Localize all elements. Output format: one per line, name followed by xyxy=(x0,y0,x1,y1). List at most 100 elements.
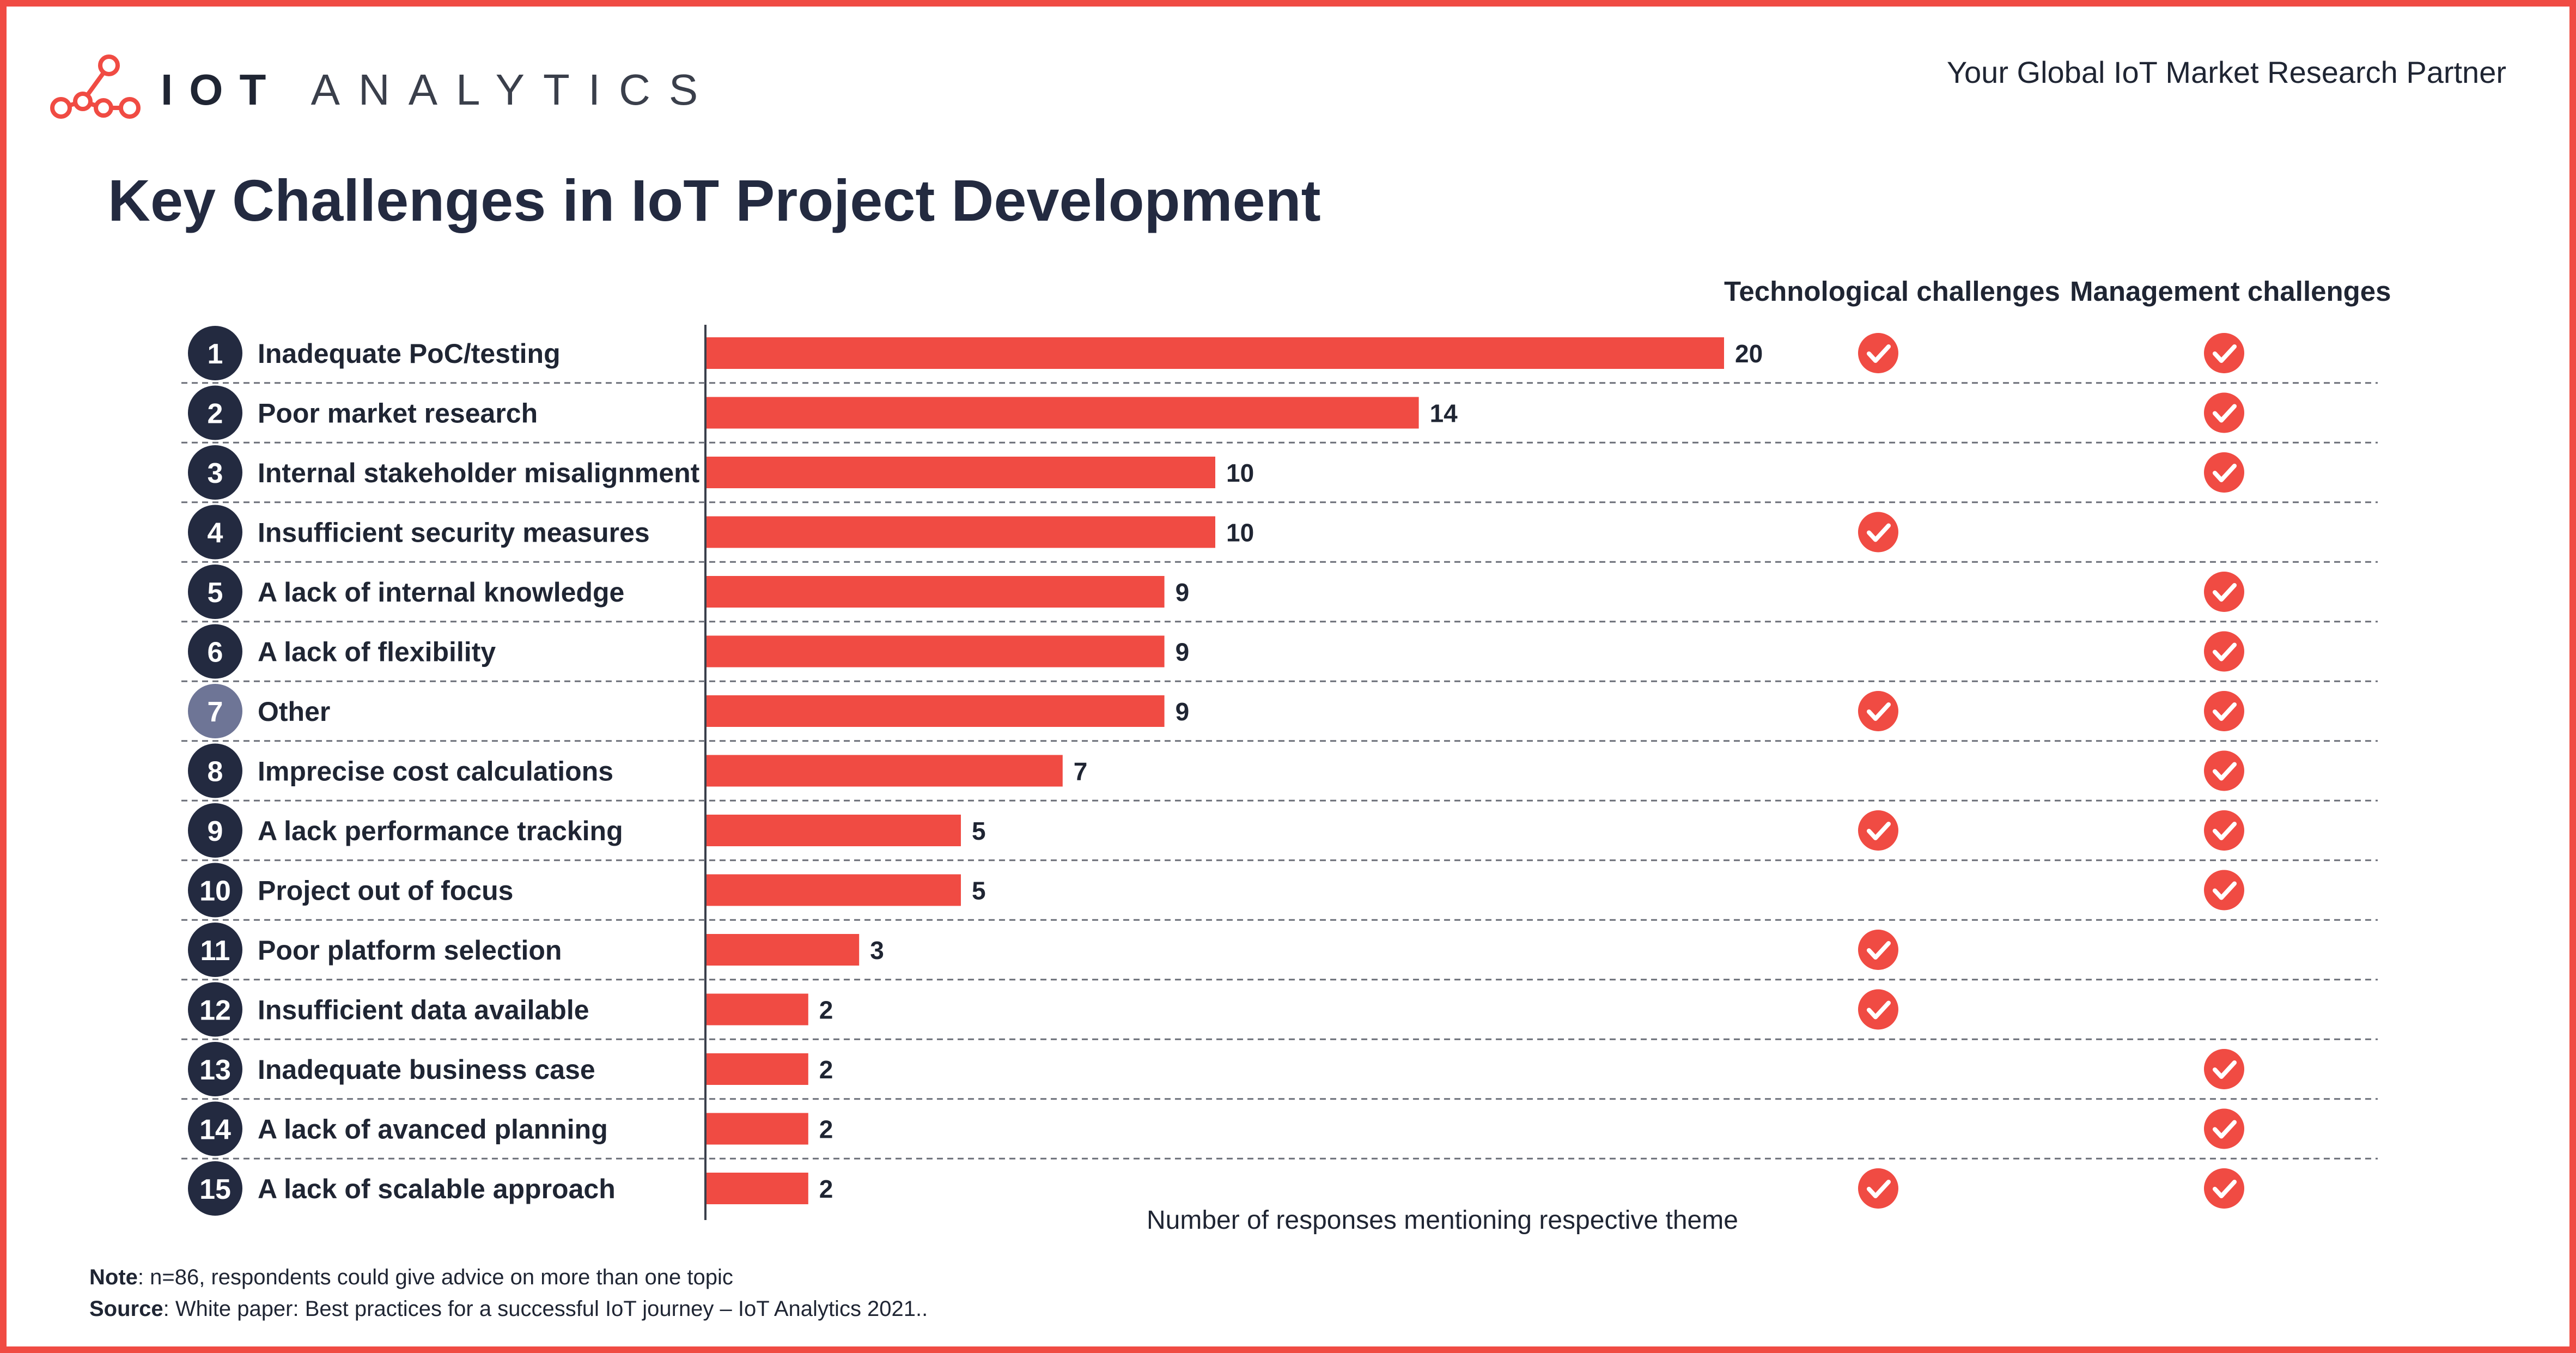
category-label: Inadequate PoC/testing xyxy=(258,338,561,369)
category-label: A lack of internal knowledge xyxy=(258,577,624,608)
rank-badge xyxy=(188,326,242,380)
rank-badge xyxy=(188,982,242,1037)
rank-badge xyxy=(188,624,242,679)
category-label: Imprecise cost calculations xyxy=(258,756,613,787)
bar-value-label: 10 xyxy=(1226,519,1254,547)
bar-value-label: 5 xyxy=(972,817,986,845)
tech-check-icon-circle xyxy=(1858,512,1898,553)
bar-value-label: 9 xyxy=(1176,578,1190,606)
rank-badge xyxy=(188,565,242,619)
rank-number: 13 xyxy=(199,1054,231,1086)
category-label: Other xyxy=(258,696,330,727)
tech-check-icon-mark xyxy=(1867,1180,1891,1198)
bar xyxy=(707,1173,808,1204)
mgmt-check-icon-mark xyxy=(2213,822,2237,840)
rank-badge xyxy=(188,505,242,560)
mgmt-check-icon-circle xyxy=(2204,333,2244,373)
tech-check-icon-circle xyxy=(1858,930,1898,970)
bar xyxy=(707,934,860,966)
rank-number: 3 xyxy=(208,458,223,489)
bar-value-label: 2 xyxy=(819,1115,833,1144)
tech-check-icon-circle xyxy=(1858,810,1898,851)
mgmt-check-icon-mark xyxy=(2213,1120,2237,1139)
tech-check-icon-circle xyxy=(1858,333,1898,373)
mgmt-check-icon-circle xyxy=(2204,1168,2244,1209)
rank-number: 12 xyxy=(199,995,231,1027)
mgmt-check-icon-circle xyxy=(2204,750,2244,791)
chart-title: Key Challenges in IoT Project Developmen… xyxy=(108,167,1321,233)
rank-badge xyxy=(188,1042,242,1096)
tech-check-icon-mark xyxy=(1867,523,1891,542)
bar xyxy=(707,516,1215,548)
bar xyxy=(707,1053,808,1085)
bar xyxy=(707,397,1419,429)
brand-word-analytics: ANALYTICS xyxy=(310,65,717,114)
mgmt-check-icon-mark xyxy=(2213,344,2237,363)
category-label: Inadequate business case xyxy=(258,1054,595,1085)
bar-value-label: 14 xyxy=(1430,399,1458,428)
bar-value-label: 2 xyxy=(819,996,833,1024)
brand-logo: IOT ANALYTICS xyxy=(49,49,716,131)
rank-badge xyxy=(188,1101,242,1156)
mgmt-check-icon-mark xyxy=(2213,702,2237,721)
rank-number: 8 xyxy=(208,756,223,788)
bar-value-label: 3 xyxy=(870,936,884,964)
rank-badge xyxy=(188,445,242,500)
rank-badge xyxy=(188,743,242,798)
mgmt-check-icon-circle xyxy=(2204,1108,2244,1149)
rank-number: 7 xyxy=(208,696,223,728)
rank-badge xyxy=(188,863,242,918)
mgmt-check-icon-circle xyxy=(2204,691,2244,731)
bar xyxy=(707,874,961,906)
rank-badge xyxy=(188,923,242,977)
bar xyxy=(707,993,808,1026)
rank-number: 5 xyxy=(208,577,223,609)
rank-number: 15 xyxy=(199,1174,231,1205)
x-axis-label: Number of responses mentioning respectiv… xyxy=(1147,1206,1738,1235)
note-label: Note xyxy=(89,1265,138,1289)
tech-check-icon-mark xyxy=(1867,941,1891,960)
tech-check-icon-mark xyxy=(1867,344,1891,363)
bar-value-label: 9 xyxy=(1176,697,1190,726)
mgmt-check-icon-circle xyxy=(2204,810,2244,851)
source-text: : White paper: Best practices for a succ… xyxy=(163,1297,928,1321)
source-label: Source xyxy=(89,1297,163,1321)
rank-number: 14 xyxy=(199,1114,231,1146)
bar xyxy=(707,337,1724,369)
mgmt-check-icon-circle xyxy=(2204,392,2244,433)
bar xyxy=(707,755,1063,787)
category-label: A lack of scalable approach xyxy=(258,1174,616,1204)
mgmt-check-icon-circle xyxy=(2204,1049,2244,1089)
mgmt-check-icon-mark xyxy=(2213,404,2237,423)
tech-check-icon-circle xyxy=(1858,1168,1898,1209)
category-label: Poor market research xyxy=(258,398,538,429)
rank-badge xyxy=(188,385,242,440)
bar-value-label: 20 xyxy=(1735,339,1763,368)
bar-value-label: 2 xyxy=(819,1055,833,1084)
category-label: A lack of avanced planning xyxy=(258,1114,608,1145)
rank-number: 4 xyxy=(208,518,223,549)
mgmt-check-icon-mark xyxy=(2213,642,2237,662)
rank-number: 11 xyxy=(200,935,230,967)
mgmt-check-icon-circle xyxy=(2204,870,2244,911)
bar xyxy=(707,815,961,846)
mgmt-column-header: Management challenges xyxy=(2070,276,2391,307)
tagline: Your Global IoT Market Research Partner xyxy=(1946,55,2506,89)
category-label: A lack performance tracking xyxy=(258,816,623,846)
mgmt-check-icon-circle xyxy=(2204,572,2244,612)
tech-check-icon-circle xyxy=(1858,989,1898,1030)
tech-column-header: Technological challenges xyxy=(1724,276,2060,307)
category-label: A lack of flexibility xyxy=(258,637,496,668)
mgmt-check-icon-circle xyxy=(2204,631,2244,672)
tech-check-icon-circle xyxy=(1858,691,1898,731)
mgmt-check-icon-mark xyxy=(2213,1060,2237,1079)
rank-badge xyxy=(188,684,242,738)
rank-number: 6 xyxy=(208,637,223,669)
rank-number: 9 xyxy=(208,816,223,847)
rank-number: 2 xyxy=(208,398,223,430)
bar xyxy=(707,1113,808,1145)
tech-check-icon-mark xyxy=(1867,702,1891,721)
mgmt-check-icon-mark xyxy=(2213,1180,2237,1198)
source-line: Source: White paper: Best practices for … xyxy=(89,1297,928,1321)
brand-wordmark: IOT ANALYTICS xyxy=(161,65,716,115)
